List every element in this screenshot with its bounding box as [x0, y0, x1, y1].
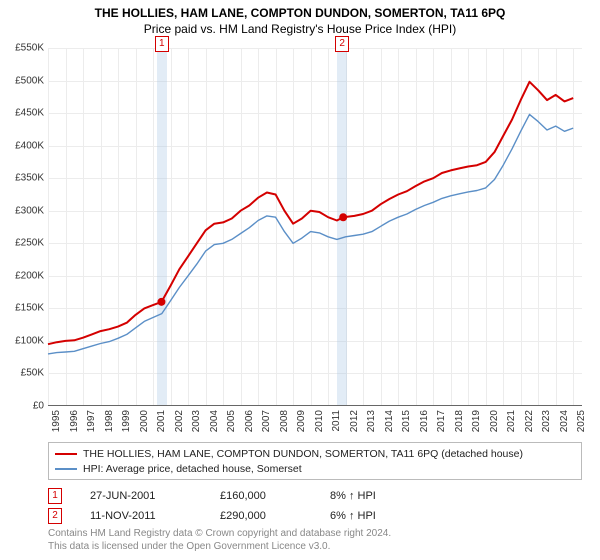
footer-line-2: This data is licensed under the Open Gov… — [48, 541, 391, 554]
sale-point — [339, 213, 347, 221]
y-tick-label: £550K — [4, 43, 44, 54]
legend-label-hpi: HPI: Average price, detached house, Some… — [83, 463, 302, 475]
chart-container: THE HOLLIES, HAM LANE, COMPTON DUNDON, S… — [0, 0, 600, 560]
y-tick-label: £0 — [4, 401, 44, 412]
x-tick-label: 2018 — [454, 410, 465, 432]
x-tick-label: 1997 — [86, 410, 97, 432]
x-tick-label: 2005 — [226, 410, 237, 432]
footer-note: Contains HM Land Registry data © Crown c… — [48, 528, 391, 553]
x-tick-label: 2008 — [279, 410, 290, 432]
x-tick-label: 2015 — [401, 410, 412, 432]
x-tick-label: 2016 — [419, 410, 430, 432]
x-tick-label: 2006 — [244, 410, 255, 432]
sales-row-1: 1 27-JUN-2001 £160,000 8% ↑ HPI — [48, 486, 376, 506]
legend-swatch-hpi — [55, 468, 77, 470]
x-tick-label: 1996 — [69, 410, 80, 432]
y-tick-label: £250K — [4, 238, 44, 249]
legend-swatch-property — [55, 453, 77, 455]
x-tick-label: 2022 — [524, 410, 535, 432]
x-tick-label: 2000 — [139, 410, 150, 432]
sale-num-box-2: 2 — [48, 508, 62, 524]
x-tick-label: 2002 — [174, 410, 185, 432]
x-tick-label: 2024 — [559, 410, 570, 432]
legend-label-property: THE HOLLIES, HAM LANE, COMPTON DUNDON, S… — [83, 448, 523, 460]
sale-date-1: 27-JUN-2001 — [90, 490, 220, 502]
x-tick-label: 2011 — [331, 410, 342, 432]
y-tick-label: £400K — [4, 140, 44, 151]
y-tick-label: £50K — [4, 368, 44, 379]
title-main: THE HOLLIES, HAM LANE, COMPTON DUNDON, S… — [0, 6, 600, 20]
sale-delta-2: 6% ↑ HPI — [330, 510, 376, 522]
x-tick-label: 2023 — [541, 410, 552, 432]
sale-date-2: 11-NOV-2011 — [90, 510, 220, 522]
x-tick-label: 2010 — [314, 410, 325, 432]
x-tick-label: 2001 — [156, 410, 167, 432]
x-tick-label: 2007 — [261, 410, 272, 432]
x-tick-label: 2013 — [366, 410, 377, 432]
sale-num-box-1: 1 — [48, 488, 62, 504]
y-tick-label: £200K — [4, 270, 44, 281]
sales-table: 1 27-JUN-2001 £160,000 8% ↑ HPI 2 11-NOV… — [48, 486, 376, 526]
sale-price-2: £290,000 — [220, 510, 330, 522]
y-tick-label: £100K — [4, 335, 44, 346]
sale-delta-1: 8% ↑ HPI — [330, 490, 376, 502]
legend: THE HOLLIES, HAM LANE, COMPTON DUNDON, S… — [48, 442, 582, 480]
x-tick-label: 2020 — [489, 410, 500, 432]
x-tick-label: 2017 — [436, 410, 447, 432]
x-tick-label: 1999 — [121, 410, 132, 432]
x-tick-label: 2025 — [576, 410, 587, 432]
sale-price-1: £160,000 — [220, 490, 330, 502]
x-tick-label: 2019 — [471, 410, 482, 432]
y-tick-label: £500K — [4, 75, 44, 86]
x-axis-line — [48, 405, 582, 406]
sale-point — [157, 298, 165, 306]
title-block: THE HOLLIES, HAM LANE, COMPTON DUNDON, S… — [0, 0, 600, 36]
x-tick-label: 1998 — [104, 410, 115, 432]
plot-region — [48, 48, 582, 406]
x-tick-label: 2004 — [209, 410, 220, 432]
series-property — [48, 82, 573, 344]
y-tick-label: £150K — [4, 303, 44, 314]
x-tick-label: 2021 — [506, 410, 517, 432]
y-tick-label: £450K — [4, 108, 44, 119]
y-tick-label: £300K — [4, 205, 44, 216]
x-tick-label: 2003 — [191, 410, 202, 432]
x-tick-label: 1995 — [51, 410, 62, 432]
sales-row-2: 2 11-NOV-2011 £290,000 6% ↑ HPI — [48, 506, 376, 526]
footer-line-1: Contains HM Land Registry data © Crown c… — [48, 528, 391, 541]
sale-marker-box: 2 — [335, 36, 349, 52]
title-sub: Price paid vs. HM Land Registry's House … — [0, 22, 600, 36]
line-layer — [48, 48, 582, 406]
x-tick-label: 2014 — [384, 410, 395, 432]
legend-row-hpi: HPI: Average price, detached house, Some… — [55, 461, 575, 476]
x-tick-label: 2009 — [296, 410, 307, 432]
legend-row-property: THE HOLLIES, HAM LANE, COMPTON DUNDON, S… — [55, 446, 575, 461]
chart-area: £0£50K£100K£150K£200K£250K£300K£350K£400… — [48, 48, 582, 406]
y-tick-label: £350K — [4, 173, 44, 184]
x-tick-label: 2012 — [349, 410, 360, 432]
sale-marker-box: 1 — [155, 36, 169, 52]
